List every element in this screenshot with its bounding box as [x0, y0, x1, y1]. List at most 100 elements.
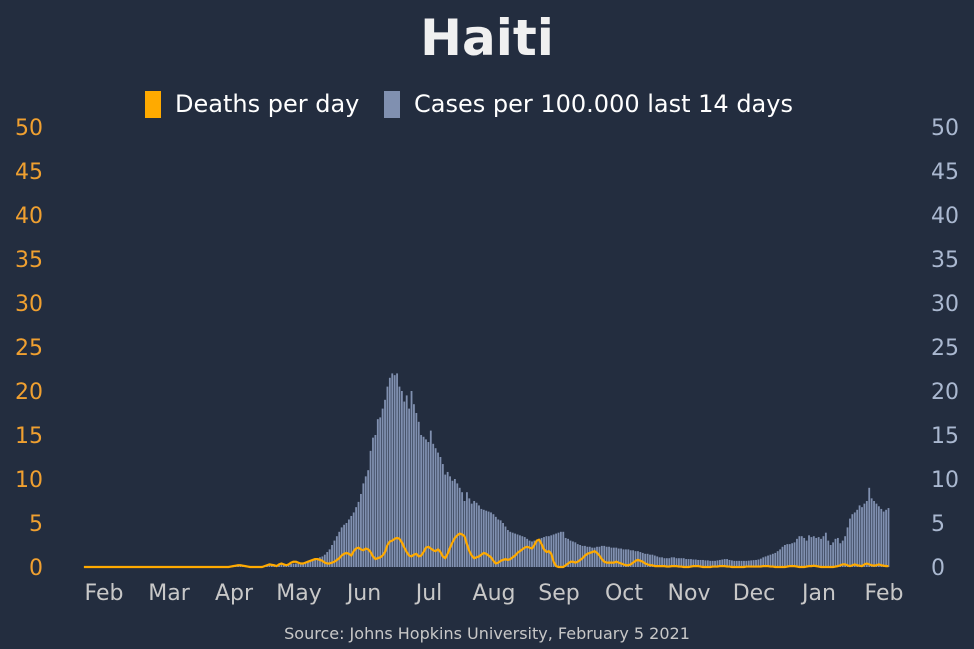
- cases-bar: [369, 450, 372, 567]
- cases-bar: [639, 552, 642, 567]
- cases-bar: [815, 537, 818, 567]
- cases-bar: [478, 505, 480, 567]
- cases-bars: [229, 373, 890, 567]
- cases-bar: [309, 560, 312, 567]
- y-right-tick-label: 25: [931, 336, 959, 361]
- cases-bar: [311, 559, 314, 567]
- cases-bar: [480, 508, 483, 567]
- cases-bar: [824, 532, 827, 567]
- cases-bar: [757, 559, 760, 567]
- cases-bar: [331, 545, 333, 567]
- deaths-line: [83, 532, 889, 569]
- cases-bar: [610, 547, 613, 567]
- cases-bar: [326, 552, 329, 567]
- cases-bar: [393, 375, 396, 567]
- cases-bar: [466, 492, 468, 567]
- cases-bar: [846, 527, 849, 567]
- x-tick-label: Mar: [148, 581, 190, 606]
- cases-bar: [333, 540, 336, 567]
- cases-bar: [702, 559, 704, 567]
- cases-bar: [523, 537, 526, 567]
- cases-bar: [239, 565, 242, 567]
- cases-bar: [538, 538, 541, 567]
- cases-bar: [526, 538, 529, 567]
- legend-swatch-deaths: [145, 91, 161, 118]
- cases-bar: [497, 519, 500, 567]
- cases-bar: [653, 555, 656, 567]
- cases-bar: [759, 558, 762, 567]
- cases-bar: [812, 536, 815, 567]
- cases-bar: [504, 526, 507, 567]
- cases-bar: [567, 538, 570, 567]
- y-right-tick-label: 50: [931, 116, 959, 141]
- cases-bar: [714, 560, 716, 567]
- cases-bar: [506, 530, 509, 567]
- cases-bar: [829, 545, 832, 567]
- cases-bar: [376, 419, 379, 567]
- cases-bar: [340, 527, 343, 567]
- y-right-tick-label: 15: [931, 424, 959, 449]
- cases-bar: [574, 542, 577, 567]
- cases-bar: [887, 508, 890, 567]
- cases-bar: [870, 498, 873, 567]
- cases-bar: [268, 565, 271, 567]
- cases-bar: [608, 546, 610, 567]
- cases-bar: [319, 557, 321, 567]
- cases-bar: [844, 536, 847, 567]
- y-left-tick-label: 15: [15, 424, 43, 449]
- x-tick-label: Nov: [668, 581, 711, 606]
- cases-bar: [494, 516, 497, 567]
- cases-bar: [791, 543, 794, 567]
- cases-bar: [482, 509, 485, 567]
- y-right-tick-label: 0: [931, 556, 945, 581]
- cases-bar: [796, 538, 798, 567]
- cases-bar: [738, 560, 741, 567]
- cases-bar: [711, 560, 714, 567]
- cases-bar: [810, 537, 813, 567]
- cases-bar: [345, 523, 348, 567]
- cases-bar: [552, 534, 555, 567]
- cases-bar: [302, 562, 305, 567]
- cases-bar: [357, 501, 360, 567]
- x-tick-label: Sep: [538, 581, 579, 606]
- cases-bar: [728, 559, 731, 567]
- cases-bar: [449, 476, 451, 567]
- cases-bar: [338, 531, 341, 567]
- cases-bar: [514, 533, 517, 567]
- cases-bar: [499, 520, 502, 567]
- cases-bar: [446, 471, 449, 567]
- cases-bar: [743, 560, 745, 567]
- cases-bar: [559, 531, 562, 567]
- cases-bar: [822, 536, 825, 567]
- y-right-tick-label: 5: [931, 512, 945, 537]
- cases-bar: [572, 541, 574, 567]
- cases-bar: [646, 553, 649, 567]
- cases-bar: [350, 515, 353, 567]
- x-tick-label: Feb: [85, 581, 124, 606]
- cases-bar: [360, 493, 362, 567]
- cases-bar: [858, 505, 861, 567]
- cases-bar: [282, 564, 285, 567]
- cases-bar: [627, 549, 630, 567]
- cases-bar: [557, 532, 560, 567]
- cases-bar: [451, 480, 454, 567]
- cases-bar: [316, 558, 319, 567]
- cases-bar: [726, 559, 728, 567]
- cases-bar: [673, 557, 675, 567]
- cases-bar: [588, 546, 591, 567]
- cases-bar: [576, 544, 579, 567]
- cases-bar: [875, 503, 878, 567]
- cases-bar: [865, 501, 868, 567]
- cases-bar: [417, 421, 420, 567]
- cases-bar: [427, 442, 430, 567]
- y-left-tick-label: 30: [15, 292, 43, 317]
- cases-bar: [596, 546, 598, 567]
- cases-bar: [569, 540, 572, 567]
- cases-bar: [540, 537, 543, 567]
- cases-bar: [764, 556, 767, 567]
- cases-bar: [670, 557, 673, 567]
- cases-bar: [709, 560, 712, 567]
- cases-bar: [629, 550, 632, 567]
- cases-bar: [374, 435, 377, 567]
